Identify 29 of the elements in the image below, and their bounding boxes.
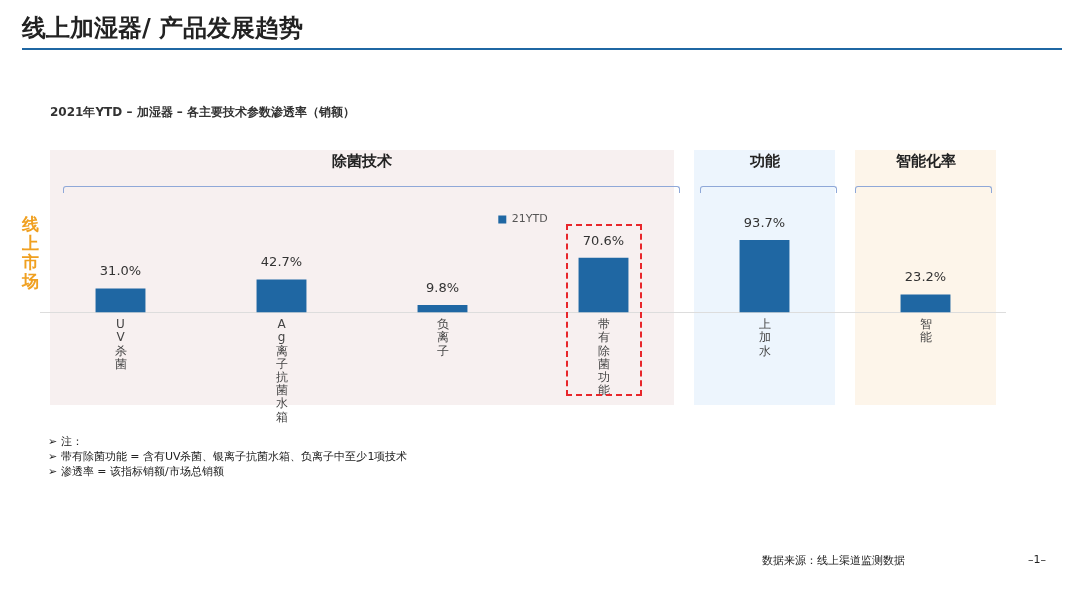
bar: [256, 279, 307, 313]
x-tick-label: 智能: [919, 317, 932, 345]
text: –1–: [1028, 553, 1046, 566]
x-tick-label: 负离子: [436, 317, 449, 358]
band-label: 智能化率: [894, 152, 956, 171]
chart-title: 线上加湿器/ 产品发展趋势: [22, 13, 304, 44]
bar: [578, 257, 629, 313]
data-label: 9.8%: [425, 279, 460, 295]
data-label: 93.7%: [743, 214, 786, 230]
data-label: 23.2%: [904, 269, 947, 285]
bar: [739, 239, 790, 313]
data-label: 70.6%: [582, 232, 625, 248]
band-label: 除菌技术: [332, 152, 392, 171]
x-tick-label: Ag离子抗菌水箱: [275, 317, 288, 424]
bar: [900, 294, 951, 313]
x-tick-label: 上加水: [758, 317, 771, 358]
data-label: 31.0%: [99, 263, 142, 279]
text: ➢ 渗透率 = 该指标销额/市场总销额: [48, 464, 224, 479]
band-label: 功能: [748, 152, 781, 171]
text: ➢ 注：: [48, 434, 83, 449]
source-note: 数据来源：线上渠道监测数据: [762, 553, 905, 568]
bar: [95, 288, 146, 313]
chart-subtitle: 2021年YTD – 加湿器 – 各主要技术参数渗透率（销额）: [50, 104, 355, 121]
bar: [417, 304, 468, 313]
x-tick-label: UV杀菌: [114, 317, 127, 371]
text: ➢ 带有除菌功能 = 含有UV杀菌、银离子抗菌水箱、负离子中至少1项技术: [48, 449, 408, 464]
y-axis-title: 线上市场: [20, 214, 40, 291]
legend-label: 21YTD: [511, 212, 548, 226]
data-label: 42.7%: [260, 254, 303, 270]
